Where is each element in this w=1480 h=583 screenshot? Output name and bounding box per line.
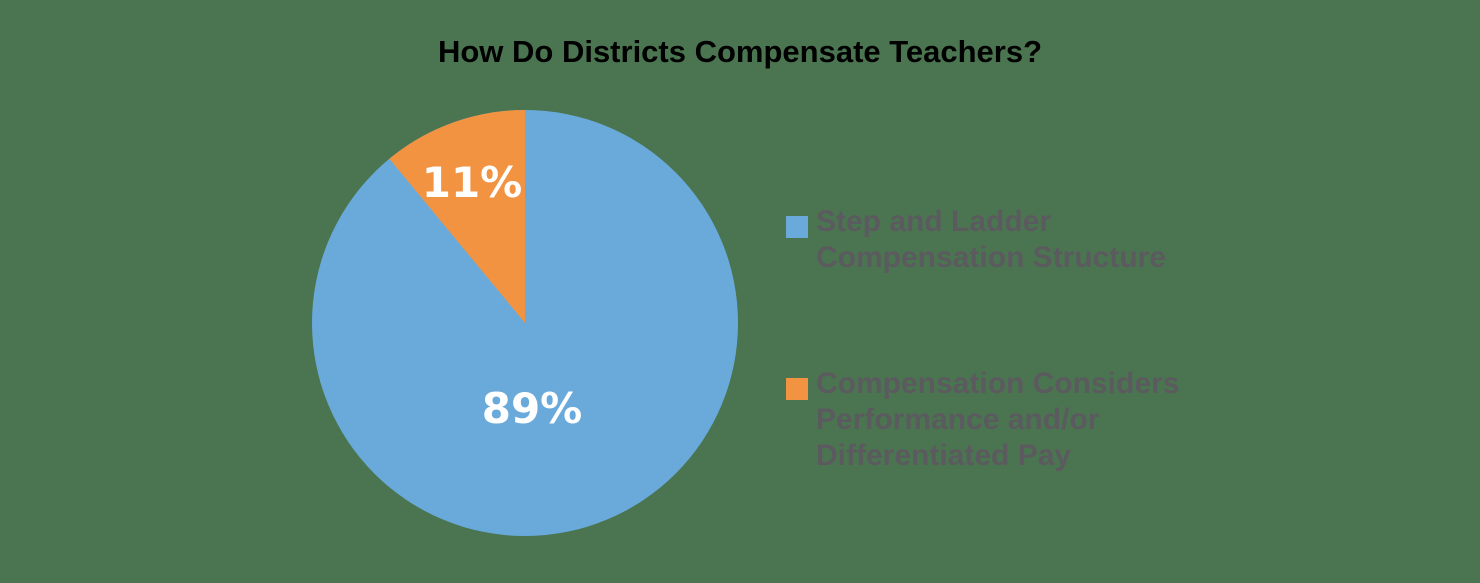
legend-item-step-ladder: Step and Ladder Compensation Structure	[786, 204, 1196, 276]
slice-label-11: 11%	[422, 158, 523, 207]
pie-slice-performance	[389, 110, 525, 323]
legend-label: Compensation Considers Performance and/o…	[816, 367, 1180, 472]
legend-label: Step and Ladder Compensation Structure	[816, 205, 1167, 274]
legend-item-performance: Compensation Considers Performance and/o…	[786, 366, 1186, 474]
legend-swatch-blue	[786, 216, 808, 238]
chart-title: How Do Districts Compensate Teachers?	[437, 34, 1043, 69]
legend-swatch-orange	[786, 378, 808, 400]
pie-chart: 89% 11%	[312, 110, 738, 536]
slice-label-89: 89%	[482, 384, 583, 433]
